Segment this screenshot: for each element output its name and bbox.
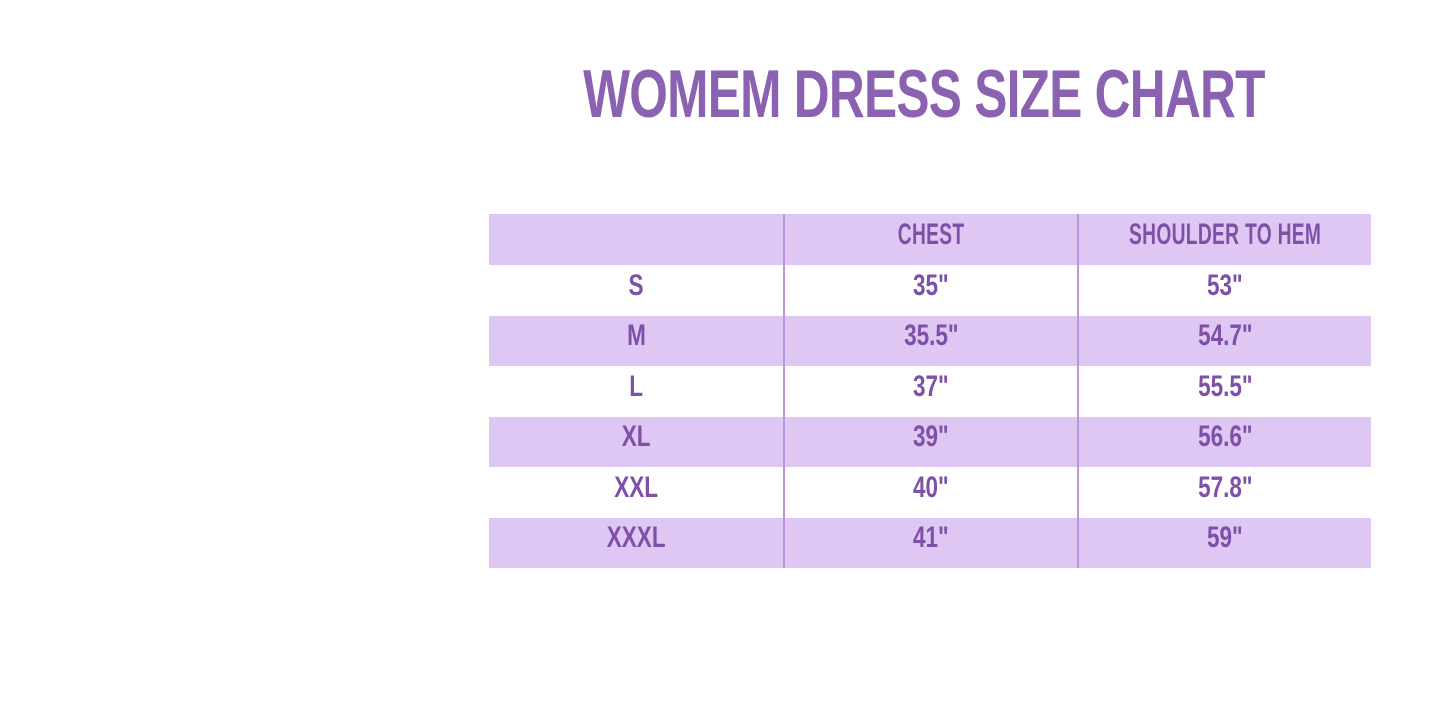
- cell-text: 57.8": [1197, 470, 1253, 504]
- header-cell-chest: CHEST: [783, 214, 1077, 265]
- cell-text: 39": [913, 420, 949, 454]
- cell-text: 40": [913, 470, 949, 504]
- cell-text: 37": [913, 369, 949, 403]
- shoulder-to-hem-cell: 59": [1077, 517, 1371, 568]
- table-row: S 35" 53": [489, 265, 1371, 316]
- size-cell: S: [489, 265, 783, 316]
- chest-cell: 41": [783, 517, 1077, 568]
- cell-text: 35.5": [903, 319, 959, 353]
- size-cell: L: [489, 366, 783, 417]
- chest-cell: 39": [783, 416, 1077, 467]
- table-body: S 35" 53" M 35.5" 54.7" L 37" 55.5" XL 39" 56.6" XXL…: [489, 265, 1371, 568]
- size-cell: M: [489, 316, 783, 367]
- cell-text: XL: [621, 420, 651, 454]
- size-cell: XL: [489, 417, 783, 468]
- shoulder-to-hem-cell: 57.8": [1077, 467, 1371, 518]
- cell-text: 54.7": [1197, 319, 1253, 353]
- table-row: XXXL 41" 59": [489, 517, 1371, 569]
- cell-text: 55.5": [1197, 369, 1253, 403]
- chest-cell: 35": [783, 265, 1077, 316]
- size-cell: XXL: [489, 467, 783, 518]
- cell-text: XXL: [614, 470, 658, 504]
- header-cell-size: [489, 214, 783, 265]
- shoulder-to-hem-cell: 56.6": [1077, 416, 1371, 467]
- shoulder-to-hem-cell: 55.5": [1077, 366, 1371, 417]
- shoulder-to-hem-cell: 54.7": [1077, 315, 1371, 366]
- table-row: M 35.5" 54.7": [489, 315, 1371, 367]
- cell-text: M: [626, 319, 646, 353]
- table-header-row: CHEST SHOULDER TO HEM: [489, 214, 1371, 265]
- shoulder-to-hem-cell: 53": [1077, 265, 1371, 316]
- size-chart-table: CHEST SHOULDER TO HEM S 35" 53" M 35.5" 54.7"…: [489, 214, 1371, 568]
- table-row: L 37" 55.5": [489, 366, 1371, 417]
- chest-cell: 40": [783, 467, 1077, 518]
- page-title: WOMEM DRESS SIZE CHART: [583, 56, 1265, 132]
- cell-text: XXXL: [606, 521, 666, 555]
- cell-text: 41": [913, 521, 949, 555]
- cell-text: 56.6": [1197, 420, 1253, 454]
- size-cell: XXXL: [489, 518, 783, 569]
- cell-text: 35": [913, 268, 949, 302]
- cell-text: CHEST: [897, 218, 965, 251]
- cell-text: 59": [1207, 521, 1243, 555]
- chest-cell: 37": [783, 366, 1077, 417]
- table-row: XXL 40" 57.8": [489, 467, 1371, 518]
- cell-text: 53": [1207, 268, 1243, 302]
- chest-cell: 35.5": [783, 315, 1077, 366]
- cell-text: S: [628, 268, 644, 302]
- cell-text: L: [629, 369, 643, 403]
- table-row: XL 39" 56.6": [489, 416, 1371, 468]
- cell-text: SHOULDER TO HEM: [1128, 218, 1322, 251]
- header-cell-shoulder-to-hem: SHOULDER TO HEM: [1077, 214, 1371, 265]
